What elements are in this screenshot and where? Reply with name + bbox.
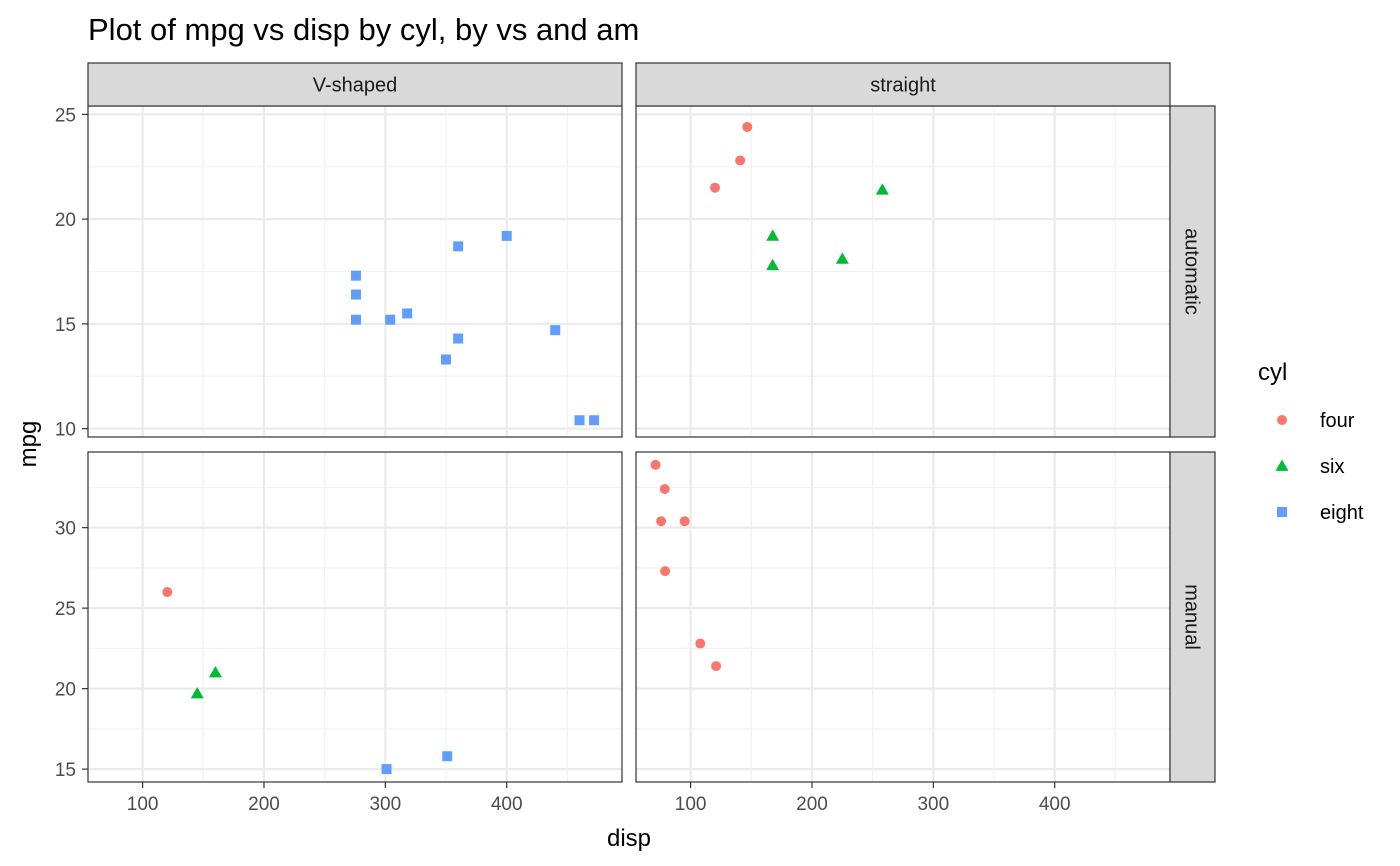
x-tick-label: 300 bbox=[917, 794, 949, 815]
data-point-six bbox=[835, 252, 849, 264]
legend-key-eight bbox=[1277, 507, 1287, 517]
data-point-four bbox=[679, 516, 690, 527]
y-tick-label: 25 bbox=[55, 599, 76, 620]
data-point-four bbox=[656, 516, 667, 527]
data-point-six bbox=[875, 183, 889, 195]
y-tick-label: 25 bbox=[55, 105, 76, 126]
data-point-eight bbox=[501, 230, 512, 241]
legend-label: four bbox=[1320, 410, 1355, 432]
data-point-eight bbox=[381, 764, 392, 775]
legend-title: cyl bbox=[1258, 359, 1287, 386]
data-point-eight bbox=[350, 314, 361, 325]
y-axis-title: mpg bbox=[15, 421, 42, 468]
x-tick-label: 400 bbox=[491, 794, 523, 815]
x-tick-label: 200 bbox=[796, 794, 828, 815]
data-point-eight bbox=[441, 354, 452, 365]
facet-strip-label: V-shaped bbox=[313, 75, 398, 97]
panel-background bbox=[88, 452, 622, 782]
x-tick-label: 400 bbox=[1039, 794, 1071, 815]
facet-strip-row bbox=[1169, 105, 1216, 438]
legend-entries: four six eight bbox=[1275, 410, 1364, 524]
data-point-six bbox=[190, 686, 204, 699]
facet-strip-label: straight bbox=[870, 75, 936, 97]
data-point-eight bbox=[574, 415, 585, 426]
data-point-four bbox=[710, 182, 721, 193]
legend-key-six bbox=[1275, 459, 1289, 471]
facet-strip-label: automatic bbox=[1181, 228, 1203, 315]
data-point-four bbox=[162, 587, 173, 598]
x-tick-label: 200 bbox=[248, 794, 280, 815]
x-tick-label: 100 bbox=[675, 794, 707, 815]
y-tick-label: 15 bbox=[55, 315, 76, 336]
panel-border bbox=[87, 451, 623, 783]
data-point-four bbox=[660, 566, 671, 577]
facet-strip-column bbox=[87, 62, 623, 107]
y-tick-label: 30 bbox=[55, 519, 76, 540]
facet-strip-column bbox=[635, 62, 1171, 107]
x-axis-title: disp bbox=[607, 825, 651, 852]
facet-strip-label: manual bbox=[1181, 584, 1203, 650]
data-point-eight bbox=[385, 314, 396, 325]
data-point-eight bbox=[350, 289, 361, 300]
facet-strip-row bbox=[1169, 451, 1216, 783]
legend-label: eight bbox=[1320, 502, 1364, 524]
y-tick-label: 10 bbox=[55, 420, 76, 441]
data-point-four bbox=[695, 638, 706, 649]
data-point-six bbox=[766, 229, 780, 241]
y-tick-label: 20 bbox=[55, 210, 76, 231]
data-point-four bbox=[659, 484, 670, 495]
data-point-four bbox=[735, 155, 746, 166]
data-point-eight bbox=[453, 241, 464, 252]
data-point-eight bbox=[550, 325, 561, 336]
legend: cyl four six eight bbox=[1258, 359, 1364, 524]
data-point-eight bbox=[442, 751, 453, 762]
y-tick-label: 20 bbox=[55, 680, 76, 701]
legend-label: six bbox=[1320, 456, 1344, 478]
panel-background bbox=[636, 452, 1170, 782]
data-point-six bbox=[208, 666, 222, 678]
data-point-eight bbox=[350, 270, 361, 281]
x-tick-label: 300 bbox=[369, 794, 401, 815]
chart-title: Plot of mpg vs disp by cyl, by vs and am bbox=[88, 12, 639, 47]
data-point-four bbox=[711, 661, 722, 672]
legend-key-four bbox=[1277, 415, 1287, 425]
data-point-six bbox=[766, 258, 780, 271]
y-tick-label: 15 bbox=[55, 760, 76, 781]
data-point-four bbox=[650, 459, 661, 470]
x-tick-label: 100 bbox=[127, 794, 159, 815]
data-point-eight bbox=[402, 308, 413, 319]
data-point-four bbox=[742, 121, 753, 132]
data-point-eight bbox=[453, 333, 464, 344]
data-point-eight bbox=[589, 415, 600, 426]
panels-layer: V-shaped straight automatic manual 10 15 20 25 1… bbox=[55, 62, 1216, 815]
